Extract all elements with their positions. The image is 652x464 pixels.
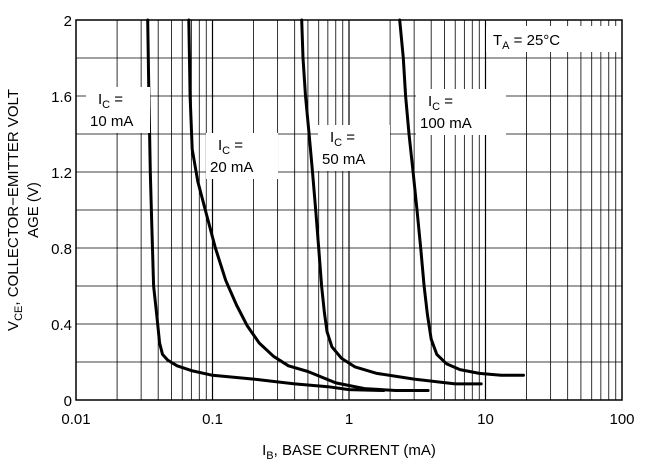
curve-label-box-4 [416,89,506,135]
plot-frame [75,19,623,401]
curve-label-4-line-2: 100 mA [420,115,472,132]
series-curve-3 [300,18,483,386]
curve-labels: IC = 10 mA IC = 20 mA IC = 50 mA IC = 100 mA [86,87,506,179]
grid-lines [76,20,622,400]
y-tick-label: 0.4 [51,317,72,334]
y-axis-title-line2: AGE (V) [25,182,42,238]
x-tick-label: 100 [609,411,634,428]
curve-label-2-line-1: IC = [218,137,243,157]
curve-label-1-line-1: IC = [98,91,123,111]
y-axis-title: VCE, COLLECTOR−EMITTER VOLT AGE (V) [5,89,42,331]
y-tick-label: 0.8 [51,241,72,258]
y-tick-label: 1.6 [51,89,72,106]
x-tick-label: 0.01 [61,411,90,428]
series-curve-2 [187,18,430,392]
curve-label-box-3 [318,125,390,171]
curve-label-3-line-2: 50 mA [322,151,365,168]
y-tick-labels: 0 0.4 0.8 1.2 1.6 2 [51,13,72,410]
series-curve-1 [146,18,386,392]
y-axis-title-line1: VCE, COLLECTOR−EMITTER VOLT [5,89,25,331]
curve-label-box-2 [206,133,278,179]
curve-label-box-1 [86,87,150,133]
y-tick-label: 1.2 [51,165,72,182]
curves [146,18,525,392]
curve-label-3-line-1: IC = [330,129,355,149]
annotation-box [486,26,620,52]
temperature-annotation: TA = 25°C [486,26,620,52]
x-tick-labels: 0.01 0.1 1 10 100 [61,411,634,428]
y-tick-label: 2 [64,13,72,30]
x-tick-label: 1 [345,411,353,428]
curve-label-2-line-2: 20 mA [210,159,253,176]
y-tick-label: 0 [64,393,72,410]
curve-label-1-line-2: 10 mA [90,113,133,130]
annotation-text: TA = 25°C [493,32,560,52]
x-tick-label: 0.1 [202,411,223,428]
series-curve-4 [398,18,525,377]
x-axis-title: IB, BASE CURRENT (mA) [262,442,436,462]
x-tick-label: 10 [477,411,494,428]
curve-label-4-line-1: IC = [428,93,453,113]
